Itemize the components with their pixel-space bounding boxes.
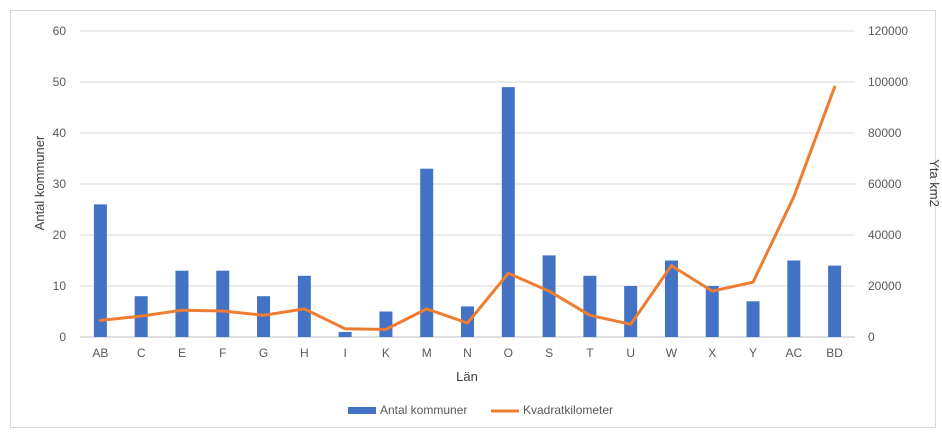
bar xyxy=(624,286,638,337)
bar xyxy=(420,168,434,337)
x-tick-label: F xyxy=(219,346,226,360)
x-tick-label: X xyxy=(708,346,716,360)
bar xyxy=(583,275,597,337)
bar xyxy=(828,265,842,337)
y-tick-label: 50 xyxy=(53,75,67,89)
bar xyxy=(664,260,678,337)
bar xyxy=(297,275,311,337)
x-tick-label: G xyxy=(259,346,268,360)
y-axis-right-ticks: 0 20000 40000 60000 80000 100000 120000 xyxy=(868,24,908,344)
y2-tick-label: 60000 xyxy=(868,177,902,191)
bar xyxy=(338,331,352,337)
gridlines xyxy=(80,30,855,338)
y2-tick-label: 80000 xyxy=(868,126,902,140)
x-tick-label: S xyxy=(545,346,553,360)
bar xyxy=(542,255,556,337)
x-tick-label: U xyxy=(626,346,635,360)
y-tick-label: 10 xyxy=(53,279,67,293)
x-tick-label: T xyxy=(586,346,594,360)
y-axis-left-ticks: 0 10 20 30 40 50 60 xyxy=(53,24,67,344)
x-tick-label: O xyxy=(504,346,513,360)
y2-axis-title: Yta km2 xyxy=(927,159,942,207)
y-axis-title: Antal kommuner xyxy=(32,135,47,230)
y-tick-label: 20 xyxy=(53,228,67,242)
line-series xyxy=(98,85,837,331)
x-tick-label: BD xyxy=(826,346,843,360)
y2-tick-label: 0 xyxy=(868,330,875,344)
bar xyxy=(216,270,230,337)
y2-tick-label: 40000 xyxy=(868,228,902,242)
legend: Antal kommuner Kvadratkilometer xyxy=(348,403,613,417)
x-tick-label: N xyxy=(463,346,472,360)
y-tick-label: 40 xyxy=(53,126,67,140)
x-axis-title: Län xyxy=(456,369,478,384)
legend-swatch-bar xyxy=(348,407,376,414)
x-tick-label: H xyxy=(300,346,309,360)
bar xyxy=(175,270,189,337)
x-tick-label: AC xyxy=(785,346,802,360)
x-tick-label: C xyxy=(137,346,146,360)
x-tick-label: K xyxy=(382,346,390,360)
legend-label-line: Kvadratkilometer xyxy=(523,403,613,417)
bar xyxy=(501,87,515,337)
x-tick-label: AB xyxy=(92,346,108,360)
bar xyxy=(705,286,719,337)
y2-tick-label: 120000 xyxy=(868,24,908,38)
x-tick-label: W xyxy=(666,346,678,360)
bar xyxy=(746,301,760,337)
y-tick-label: 0 xyxy=(59,330,66,344)
x-axis-ticks: AB C E F G H I K M N O S T U W X Y AC BD xyxy=(92,346,843,360)
legend-label-bar: Antal kommuner xyxy=(380,403,467,417)
line-path xyxy=(98,85,837,331)
bar xyxy=(93,204,107,337)
y-tick-label: 60 xyxy=(53,24,67,38)
x-tick-label: Y xyxy=(749,346,757,360)
bar xyxy=(379,311,393,337)
y2-tick-label: 100000 xyxy=(868,75,908,89)
x-tick-label: E xyxy=(178,346,186,360)
x-tick-label: I xyxy=(343,346,346,360)
bar xyxy=(787,260,801,337)
y2-tick-label: 20000 xyxy=(868,279,902,293)
y-tick-label: 30 xyxy=(53,177,67,191)
x-tick-label: M xyxy=(422,346,432,360)
bar-series xyxy=(93,87,842,337)
